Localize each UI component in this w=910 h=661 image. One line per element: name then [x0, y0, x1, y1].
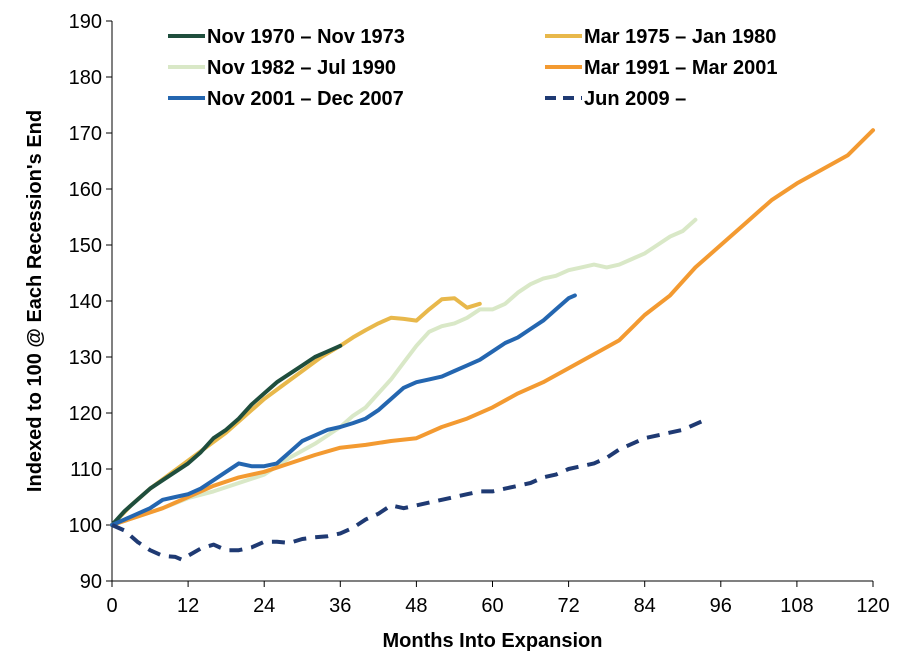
series-line-nov-2001-dec-2007 — [110, 293, 577, 527]
x-tick-label: 72 — [557, 595, 579, 617]
x-tick-label: 108 — [780, 595, 813, 617]
legend-label: Nov 1970 – Nov 1973 — [207, 26, 405, 48]
y-tick-label: 190 — [69, 11, 102, 33]
legend-label: Nov 2001 – Dec 2007 — [207, 88, 404, 110]
x-tick-label: 84 — [634, 595, 656, 617]
series-line-mar-1991-mar-2001 — [110, 128, 875, 527]
axes: 90 100 110 120 130 140 150 160 170 180 190 0 12 24 36 4… — [69, 11, 890, 617]
legend-label: Mar 1991 – Mar 2001 — [584, 57, 777, 79]
series-line-jun-2009 — [111, 416, 709, 562]
y-tick-label: 90 — [80, 571, 102, 593]
x-tick-label: 36 — [329, 595, 351, 617]
series-line-nov-1970-nov-1973 — [110, 343, 343, 527]
legend-label: Jun 2009 – — [584, 88, 686, 110]
y-tick-label: 100 — [69, 515, 102, 537]
y-tick-label: 160 — [69, 179, 102, 201]
y-tick-label: 130 — [69, 347, 102, 369]
x-axis-title: Months Into Expansion — [383, 630, 603, 652]
y-tick-label: 150 — [69, 235, 102, 257]
y-tick-label: 120 — [69, 403, 102, 425]
legend-label: Mar 1975 – Jan 1980 — [584, 26, 776, 48]
series-lines — [110, 128, 875, 562]
x-tick-label: 48 — [405, 595, 427, 617]
legend-label: Nov 1982 – Jul 1990 — [207, 57, 396, 79]
y-tick-label: 180 — [69, 67, 102, 89]
x-tick-label: 24 — [253, 595, 275, 617]
x-tick-label: 96 — [710, 595, 732, 617]
series-line-nov-1982-jul-1990 — [110, 217, 698, 527]
series-line-mar-1975-jan-1980 — [110, 296, 482, 527]
y-tick-label: 110 — [70, 459, 102, 481]
y-axis-title: Indexed to 100 @ Each Recession's End — [24, 110, 46, 492]
legend: Nov 1970 – Nov 1973 Mar 1975 – Jan 1980 No… — [168, 26, 777, 110]
x-tick-label: 120 — [856, 595, 889, 617]
x-tick-label: 0 — [106, 595, 117, 617]
x-tick-label: 12 — [177, 595, 199, 617]
x-tick-label: 60 — [481, 595, 503, 617]
y-tick-label: 140 — [69, 291, 102, 313]
y-tick-label: 170 — [69, 123, 102, 145]
